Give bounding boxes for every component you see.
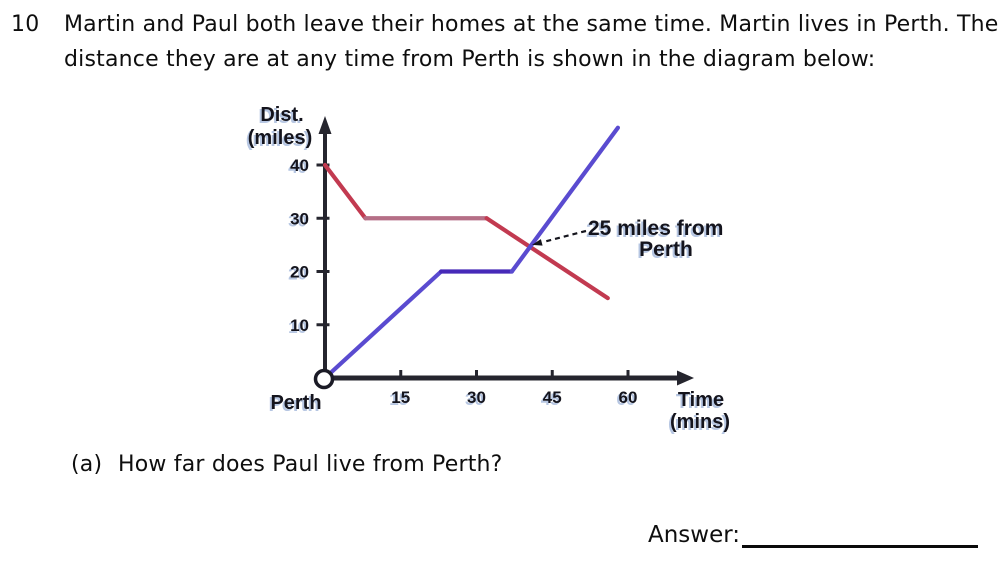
x-tick-label: 60 bbox=[619, 388, 638, 407]
answer-blank-line[interactable] bbox=[742, 545, 978, 548]
origin-circle-icon bbox=[313, 368, 335, 390]
annotation-dashed-line bbox=[543, 229, 587, 243]
y-axis-title-line1: Dist. bbox=[260, 104, 303, 126]
y-tick-label: 10 bbox=[290, 316, 309, 335]
blue-line-segment bbox=[322, 269, 444, 381]
red-line-segment bbox=[322, 162, 368, 221]
x-axis-ticks: 15 30 45 60 bbox=[391, 370, 637, 407]
y-axis bbox=[318, 116, 332, 380]
annotation-text-line2: Perth bbox=[639, 238, 693, 261]
x-tick-label: 15 bbox=[391, 388, 410, 407]
origin-label: Perth bbox=[270, 392, 321, 414]
x-axis-title-line1: Time bbox=[678, 389, 724, 411]
question-text-line2: distance they are at any time from Perth… bbox=[64, 47, 876, 72]
x-axis-arrow-icon bbox=[677, 370, 694, 386]
chart-series bbox=[322, 125, 620, 381]
blue-line-segment bbox=[509, 125, 620, 274]
y-tick-label: 30 bbox=[290, 209, 309, 228]
answer-label: Answer: bbox=[648, 522, 741, 548]
x-axis bbox=[321, 370, 694, 386]
x-tick-label: 30 bbox=[467, 388, 486, 407]
red-line-segment bbox=[484, 216, 610, 301]
part-a-question: How far does Paul live from Perth? bbox=[118, 452, 503, 477]
part-a-label: (a) bbox=[71, 452, 103, 477]
annotation-arrow-icon bbox=[532, 229, 587, 246]
question-number: 10 bbox=[11, 12, 40, 37]
distance-time-graph: Dist. (miles) Time (mins) 15 30 45 60 40 30 2… bbox=[248, 104, 730, 433]
question-text-line1: Martin and Paul both leave their homes a… bbox=[64, 12, 999, 37]
annotation-arrowhead-icon bbox=[532, 239, 543, 246]
x-axis-title-line2: (mins) bbox=[670, 411, 730, 433]
y-tick-label: 40 bbox=[290, 156, 309, 175]
y-axis-arrow-icon bbox=[318, 116, 332, 134]
y-tick-label: 20 bbox=[290, 263, 309, 282]
y-axis-title-line2: (miles) bbox=[248, 127, 312, 149]
x-tick-label: 45 bbox=[543, 388, 562, 407]
annotation-text-line1: 25 miles from bbox=[588, 217, 723, 240]
